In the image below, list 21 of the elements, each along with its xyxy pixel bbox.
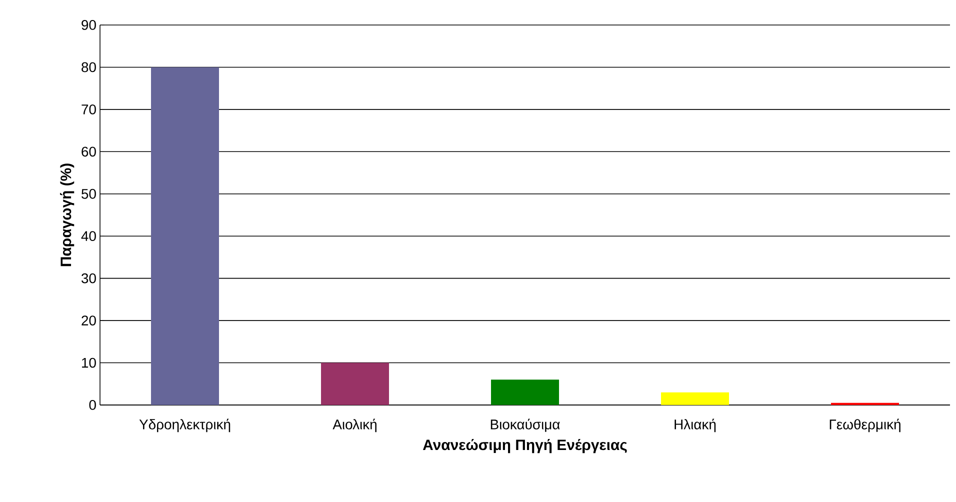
y-tick-label: 10 <box>82 358 96 368</box>
x-tick-label: Υδροηλεκτρική <box>139 418 230 432</box>
y-tick-label: 0 <box>89 400 96 410</box>
bar <box>321 362 390 405</box>
bar <box>151 67 220 405</box>
y-tick-label: 50 <box>82 188 96 199</box>
y-tick-label: 60 <box>82 146 96 157</box>
y-tick-label: 70 <box>82 104 96 114</box>
bar <box>661 392 730 405</box>
y-tick-label: 40 <box>81 231 96 242</box>
x-tick-label: Γεωθερμική <box>830 418 900 432</box>
x-tick-label: Βιοκαύσιμα <box>490 418 560 432</box>
y-tick-label: 20 <box>82 316 96 326</box>
x-tick-label: Ηλιακή <box>674 418 716 432</box>
x-tick-label: Αιολική <box>332 418 376 432</box>
y-axis-title: Παραγωγή (%) <box>60 164 74 266</box>
x-axis-title: Ανανεώσιμη Πηγή Ενέργειας <box>422 439 627 454</box>
y-tick-label: 90 <box>82 20 96 30</box>
bar <box>491 380 560 405</box>
y-tick-label: 80 <box>82 62 96 72</box>
y-tick-label: 30 <box>82 273 96 284</box>
